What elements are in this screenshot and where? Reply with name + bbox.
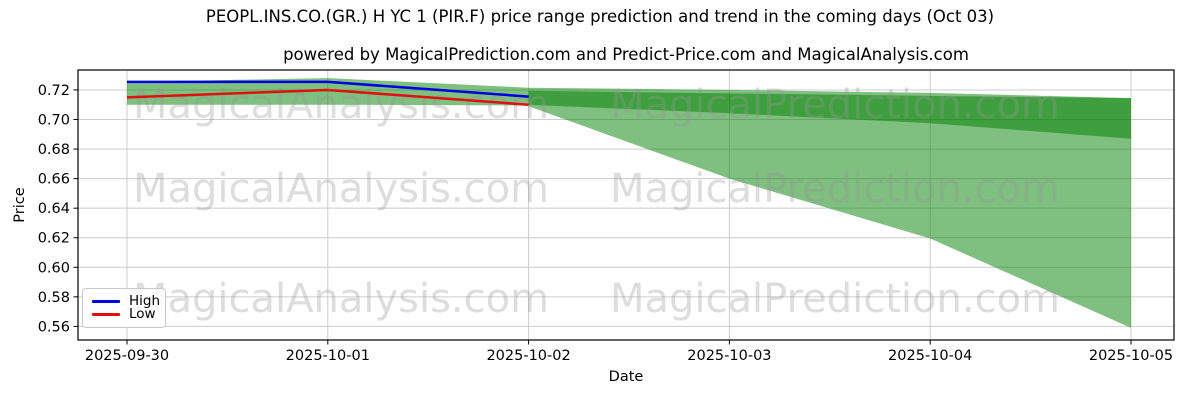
y-tick-label: 0.62 <box>38 231 70 247</box>
watermark-text: MagicalPrediction.com <box>610 82 1060 128</box>
chart-title: PEOPL.INS.CO.(GR.) H YC 1 (PIR.F) price … <box>205 7 995 26</box>
watermark-text: MagicalAnalysis.com <box>133 276 549 322</box>
watermark-text: MagicalPrediction.com <box>610 276 1060 322</box>
y-tick-label: 0.70 <box>38 113 70 129</box>
high-line <box>127 80 529 98</box>
y-tick-label: 0.58 <box>38 290 70 306</box>
legend-item: Low <box>92 305 157 322</box>
x-tick-label: 2025-10-01 <box>286 348 370 364</box>
watermark-text: MagicalPrediction.com <box>610 166 1060 212</box>
x-tick-label: 2025-10-03 <box>687 348 771 364</box>
tick-labels: 0.56 0.58 0.60 0.62 0.64 0.66 0.68 0.70 0.72 2025… <box>38 83 1173 364</box>
y-tick-label: 0.72 <box>38 83 70 99</box>
plot-frame <box>77 69 1175 341</box>
low-line <box>126 88 529 106</box>
x-tick-label: 2025-10-05 <box>1089 348 1173 364</box>
history-band <box>127 78 529 106</box>
legend-line-swatch <box>92 313 120 316</box>
x-tick-label: 2025-10-04 <box>888 348 972 364</box>
y-axis-label: Price <box>12 187 28 223</box>
legend-item: High <box>92 292 161 309</box>
y-tick-label: 0.56 <box>38 319 70 335</box>
watermark-text: MagicalAnalysis.com <box>133 166 549 212</box>
x-tick-label: 2025-10-02 <box>486 348 570 364</box>
legend-label: High <box>129 292 161 309</box>
y-tick-label: 0.64 <box>38 201 70 217</box>
legend-line-swatch <box>92 300 120 303</box>
x-axis-label: Date <box>608 369 644 385</box>
legend-label: Low <box>129 305 156 322</box>
y-tick-label: 0.66 <box>38 172 70 188</box>
chart-subtitle: powered by MagicalPrediction.com and Pre… <box>283 45 969 64</box>
watermark-text: MagicalAnalysis.com <box>133 82 549 128</box>
y-tick-label: 0.68 <box>38 142 70 158</box>
forecast-outer-band <box>528 87 1131 328</box>
tick-marks <box>73 89 1132 345</box>
y-tick-label: 0.60 <box>38 260 70 276</box>
x-tick-label: 2025-09-30 <box>85 348 169 364</box>
watermark-layer: MagicalAnalysis.com MagicalPrediction.com… <box>133 82 1060 322</box>
legend: High Low <box>82 288 166 328</box>
forecast-inner-band <box>528 90 1131 139</box>
